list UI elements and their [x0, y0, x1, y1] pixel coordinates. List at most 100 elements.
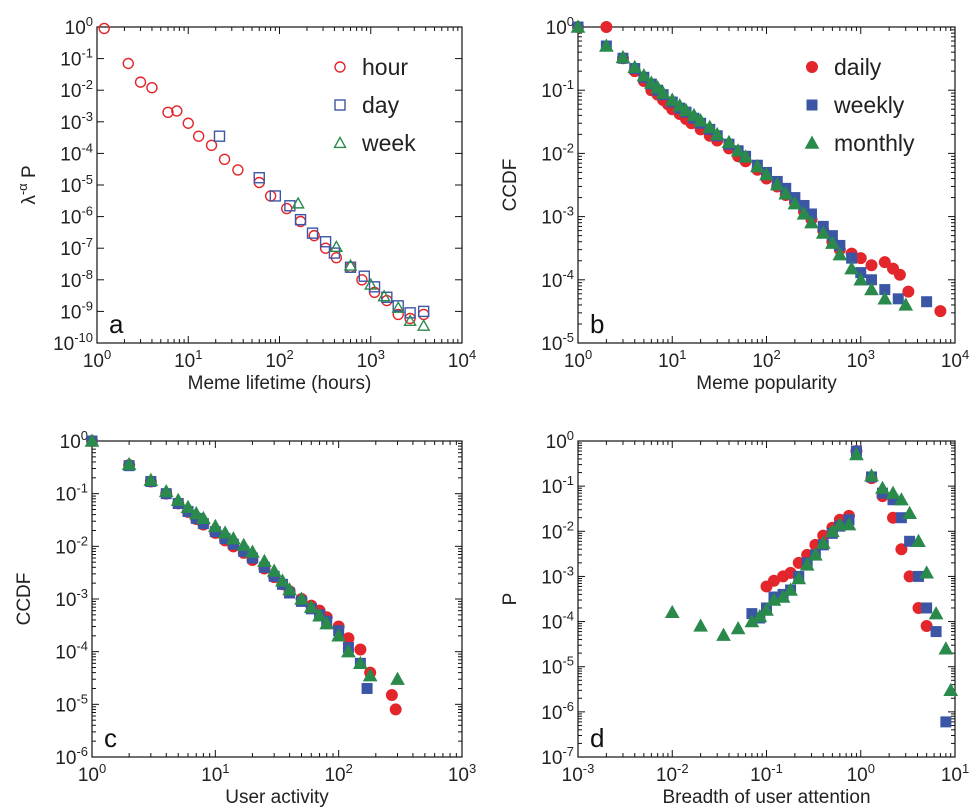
data-point-monthly — [804, 215, 819, 229]
panel-letter: d — [590, 723, 604, 753]
y-tick-label: 10-4 — [541, 267, 574, 292]
y-tick-label: 10-5 — [60, 172, 93, 197]
data-point-day — [269, 190, 282, 202]
panel-c: 100 101 102 103 10-6 10-5 10-4 10-3 10-2 10-1 100 U… — [14, 428, 476, 808]
y-tick-label: 10-2 — [541, 140, 574, 165]
data-point-weekly — [930, 626, 942, 638]
data-point-hour — [232, 164, 244, 176]
data-point-week — [377, 289, 391, 302]
ticks — [577, 26, 956, 344]
data-point-monthly — [721, 134, 737, 148]
data-point-monthly — [312, 608, 327, 622]
data-point-monthly — [752, 608, 768, 623]
data-point-day — [319, 236, 332, 248]
data-point-monthly — [207, 518, 223, 533]
y-tick-label: 10-5 — [541, 654, 574, 679]
data-point-monthly — [832, 247, 848, 261]
data-point-day — [253, 172, 265, 184]
data-point-monthly — [84, 433, 100, 447]
data-point-monthly — [275, 573, 290, 587]
y-axis-label: CCDF — [14, 573, 35, 626]
data-point-weekly — [940, 716, 952, 728]
data-point-monthly — [643, 75, 659, 89]
series-monthly — [570, 19, 914, 311]
y-axis-label: P — [500, 593, 521, 606]
data-point-weekly — [361, 682, 373, 694]
data-point-monthly — [815, 535, 831, 549]
data-point-hour — [146, 81, 158, 94]
x-tick-label: 101 — [201, 761, 229, 786]
data-point-monthly — [636, 68, 652, 82]
data-point-monthly — [362, 668, 378, 682]
y-tick-label: 10-6 — [541, 699, 574, 724]
ticks — [577, 440, 956, 758]
data-point-monthly — [570, 19, 586, 33]
x-tick-label: 104 — [941, 347, 969, 372]
data-point-monthly — [678, 102, 694, 117]
data-point-day — [284, 200, 296, 212]
x-tick-label: 100 — [78, 761, 106, 786]
data-point-day — [417, 305, 430, 318]
data-point-monthly — [750, 158, 765, 173]
data-point-monthly — [808, 547, 823, 561]
legend-marker-daily — [806, 61, 818, 73]
data-point-hour — [417, 308, 430, 321]
data-point-monthly — [832, 517, 848, 531]
data-point-monthly — [844, 261, 859, 275]
y-axis-label: λ-α P — [15, 165, 40, 204]
series-monthly — [84, 433, 405, 685]
data-point-weekly — [921, 296, 933, 308]
data-point-monthly — [759, 167, 774, 181]
series-day — [213, 130, 430, 319]
x-tick-label: 100 — [83, 347, 111, 372]
data-point-monthly — [693, 113, 708, 127]
data-point-monthly — [664, 92, 680, 106]
data-point-monthly — [783, 582, 798, 596]
data-point-monthly — [158, 483, 174, 498]
data-point-monthly — [902, 505, 917, 520]
y-tick-label: 10-2 — [55, 533, 88, 558]
data-point-daily — [385, 689, 398, 702]
plot-frame — [577, 440, 956, 758]
data-point-monthly — [188, 505, 204, 520]
data-point-hour — [192, 130, 205, 142]
data-point-hour — [392, 308, 404, 321]
data-point-monthly — [730, 621, 746, 635]
y-tick-label: 10-1 — [541, 473, 574, 498]
x-tick-label: 101 — [174, 347, 202, 372]
data-point-monthly — [627, 59, 643, 74]
data-point-monthly — [672, 98, 688, 112]
data-point-hour — [134, 76, 147, 88]
y-tick-label: 10-3 — [55, 586, 88, 611]
plot-frame — [91, 440, 463, 758]
x-tick-label: 10-3 — [562, 761, 595, 786]
data-point-monthly — [877, 291, 893, 305]
series-daily — [86, 435, 402, 716]
data-point-day — [294, 213, 307, 226]
legend-marker-week — [333, 136, 347, 149]
data-point-monthly — [664, 604, 680, 619]
y-tick-label: 10-5 — [541, 330, 574, 355]
y-tick-label: 10-1 — [55, 481, 88, 506]
data-point-week — [391, 300, 405, 313]
data-point-day — [368, 281, 381, 293]
data-point-monthly — [226, 531, 241, 545]
data-point-monthly — [709, 126, 725, 141]
data-point-monthly — [825, 523, 840, 537]
panel-letter: b — [590, 309, 604, 339]
data-point-day — [404, 307, 416, 319]
data-point-monthly — [693, 618, 708, 632]
legend-label-day: day — [362, 92, 400, 118]
data-point-monthly — [294, 591, 309, 605]
data-point-monthly — [787, 196, 803, 210]
ticks — [96, 26, 463, 344]
legend-marker-monthly — [804, 135, 820, 149]
data-point-monthly — [390, 671, 405, 685]
y-tick-label: 100 — [60, 428, 88, 453]
data-point-monthly — [282, 582, 297, 596]
series-week — [291, 196, 431, 331]
data-point-monthly — [331, 628, 347, 642]
data-point-monthly — [686, 107, 702, 122]
panel-letter: c — [104, 723, 117, 753]
y-tick-label: 10-3 — [541, 563, 574, 588]
